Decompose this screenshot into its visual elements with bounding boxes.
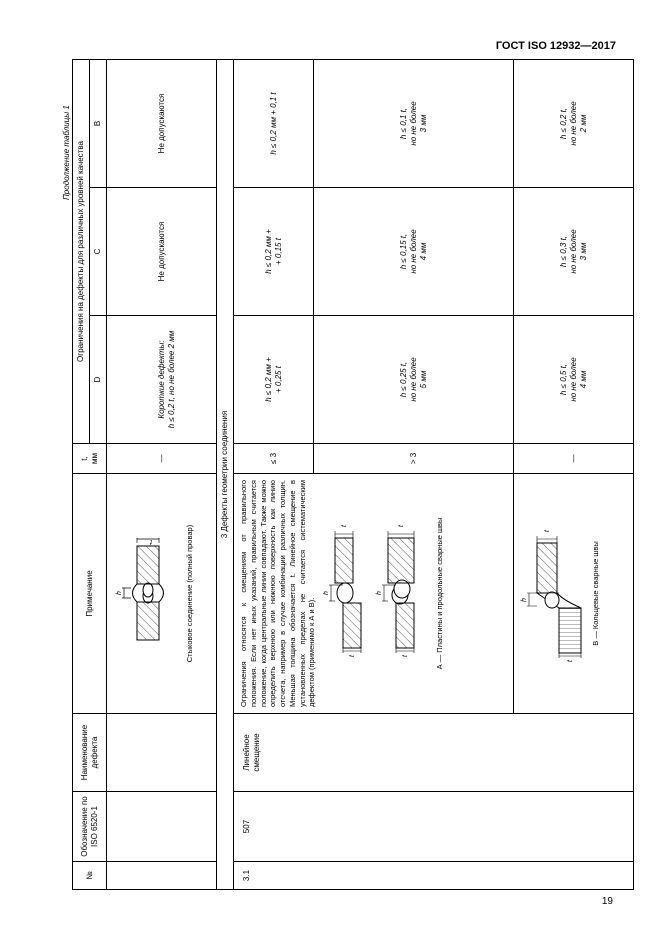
svg-text:t: t [544, 530, 551, 533]
cell-3-1b-t: > 3 [314, 444, 514, 474]
th-level-b: B [90, 59, 107, 187]
txt: h ≤ 0,2 t, но не более 2 мм [559, 101, 588, 145]
txt: h ≤ 0,15 t, но не более 4 мм [399, 229, 428, 273]
row-butt-joint: h t Стыковое соединение (полный провар) … [107, 59, 217, 889]
table-header-row-1: № Обозначение по ISO 6520-1 Наименование… [73, 59, 90, 889]
cell-3-1a-t: ≤ 3 [234, 444, 314, 474]
cell-butt-d-text: Короткие дефекты: h ≤ 0,2 t, но не более… [157, 331, 176, 429]
cell-3-1b-b: h ≤ 0,1 t, но не более 3 мм [314, 59, 514, 187]
document-header: ГОСТ ISO 12932—2017 [60, 40, 616, 52]
butt-joint-diagram: h t [112, 539, 182, 649]
row-3-1-a: 3.1 507 Линейное смещение Ограничения от… [234, 59, 314, 889]
linear-offset-diagram-a: t t h [323, 489, 433, 699]
cell-empty [107, 862, 217, 890]
th-level-d: D [90, 316, 107, 444]
cell-3-1a-b: h ≤ 0,2 мм + 0,1 t [234, 59, 314, 187]
th-t: t, мм [73, 444, 107, 474]
figure-b-caption: В — Кольцевые сварные швы [591, 480, 600, 707]
txt: h ≤ 0,3 t, но не более 3 мм [559, 229, 588, 273]
th-num: № [73, 862, 107, 890]
table-continuation-caption: Продолжение таблицы 1 [62, 105, 71, 200]
cell-butt-note: h t Стыковое соединение (полный провар) [107, 474, 217, 714]
cell-3-1c-d: h ≤ 0,5 t, но не более 4 мм [514, 316, 634, 444]
cell-3-1c-t: — [514, 444, 634, 474]
svg-text:t: t [349, 654, 356, 657]
cell-section-3: 3 Дефекты геометрии соединения [217, 59, 234, 889]
th-iso: Обозначение по ISO 6520-1 [73, 792, 107, 862]
cell-3-1-note-a: Ограничения относятся к смещениям от пра… [234, 474, 514, 714]
txt: h ≤ 0,2 мм + + 0,25 t [264, 357, 283, 402]
cell-empty [107, 714, 217, 792]
svg-text:h: h [323, 591, 330, 595]
cell-butt-b: Не допускаются [107, 59, 217, 187]
cell-3-1a-d: h ≤ 0,2 мм + + 0,25 t [234, 316, 314, 444]
cell-butt-t: — [107, 444, 217, 474]
cell-3-1-iso: 507 [234, 792, 634, 862]
cell-3-1b-d: h ≤ 0,25 t, но не более 5 мм [314, 316, 514, 444]
cell-3-1c-b: h ≤ 0,2 t, но не более 2 мм [514, 59, 634, 187]
svg-text:t: t [402, 654, 409, 657]
row-section-3: 3 Дефекты геометрии соединения [217, 59, 234, 889]
svg-text:h: h [376, 591, 383, 595]
rotated-table-container: № Обозначение по ISO 6520-1 Наименование… [72, 60, 622, 890]
cell-3-1a-c: h ≤ 0,2 мм + + 0,15 t [234, 188, 314, 316]
txt: h ≤ 0,1 t, но не более 3 мм [399, 101, 428, 145]
svg-text:t: t [567, 659, 574, 662]
th-note: Примечание [73, 474, 107, 714]
cell-3-1-name: Линейное смещение [234, 714, 634, 792]
page-number: 19 [602, 896, 613, 907]
txt: h ≤ 0,2 мм + + 0,15 t [264, 229, 283, 274]
svg-text:h: h [521, 598, 528, 602]
svg-text:h: h [116, 591, 123, 595]
figure-a-caption: А — Пластины и продольные сварные швы [435, 480, 444, 707]
svg-text:t: t [341, 525, 348, 528]
cell-empty [107, 792, 217, 862]
cell-3-1b-c: h ≤ 0,15 t, но не более 4 мм [314, 188, 514, 316]
note-paragraph: Ограничения относятся к смещениям от пра… [239, 480, 317, 707]
th-level-c: C [90, 188, 107, 316]
cell-3-1-num: 3.1 [234, 862, 634, 890]
txt: h ≤ 0,2 мм + 0,1 t [269, 92, 278, 154]
th-limits: Ограничения на дефекты для различных уро… [73, 59, 90, 443]
ring-weld-diagram: t t h [519, 514, 589, 674]
svg-text:t: t [398, 525, 405, 528]
cell-butt-d: Короткие дефекты: h ≤ 0,2 t, но не более… [107, 316, 217, 444]
cell-3-1c-c: h ≤ 0,3 t, но не более 3 мм [514, 188, 634, 316]
page: ГОСТ ISO 12932—2017 Продолжение таблицы … [0, 0, 661, 935]
cell-butt-c: Не допускаются [107, 188, 217, 316]
txt: h ≤ 0,5 t, но не более 4 мм [559, 357, 588, 401]
txt: h ≤ 0,25 t, но не более 5 мм [399, 357, 428, 401]
defects-table: № Обозначение по ISO 6520-1 Наименование… [72, 59, 634, 890]
figure-a-row: t t h [323, 480, 444, 707]
th-name: Наименование дефекта [73, 714, 107, 792]
cell-3-1-note-b: t t h В — Кольцевые сварные швы [514, 474, 634, 714]
butt-caption: Стыковое соединение (полный провар) [185, 480, 194, 707]
